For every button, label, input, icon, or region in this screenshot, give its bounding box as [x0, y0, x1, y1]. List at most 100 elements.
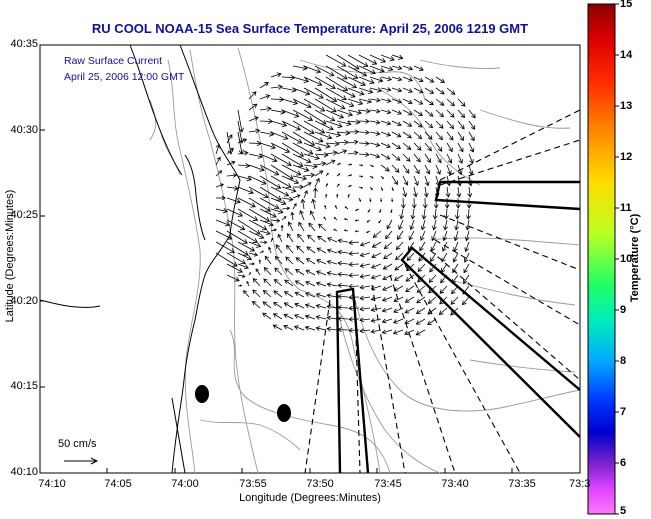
current-vector	[270, 86, 283, 89]
current-vector-head	[360, 175, 364, 178]
current-vector-head	[326, 134, 333, 140]
current-vector	[303, 87, 324, 99]
current-vector	[215, 230, 232, 240]
current-vector-head	[296, 194, 301, 198]
current-vector-head	[229, 248, 236, 254]
current-vector	[383, 263, 393, 270]
current-vector	[281, 142, 304, 157]
current-vector	[248, 230, 264, 239]
current-vector-head	[404, 298, 410, 303]
current-vector	[424, 120, 433, 128]
current-vector-head	[406, 145, 412, 150]
current-vector-head	[359, 241, 365, 247]
current-vector	[405, 285, 415, 292]
current-vector	[215, 144, 220, 155]
current-vector-head	[415, 309, 421, 314]
current-vector-head	[337, 260, 342, 266]
current-vector-head	[386, 224, 391, 230]
current-vector-head	[459, 136, 464, 141]
current-vector	[292, 142, 313, 155]
current-vector	[358, 98, 372, 103]
current-vector	[325, 109, 344, 119]
current-vector	[314, 131, 332, 139]
current-vector	[237, 175, 252, 180]
current-vector-head	[416, 298, 421, 304]
current-vector-head	[407, 133, 412, 139]
current-vector-head	[258, 259, 262, 262]
current-vector	[270, 175, 292, 188]
current-vector-head	[319, 106, 326, 112]
current-vector-head	[286, 183, 292, 188]
current-vector-head	[390, 210, 393, 214]
current-vector	[336, 87, 356, 98]
current-vector-head	[297, 138, 303, 144]
current-vector-head	[386, 109, 392, 115]
current-vector	[467, 208, 470, 220]
current-vector-head	[427, 299, 433, 304]
current-vector	[423, 208, 426, 219]
current-vector	[274, 267, 283, 276]
current-vector	[316, 282, 327, 287]
current-vector-head	[369, 199, 372, 203]
current-vector-head	[429, 267, 434, 273]
colorbar-tick-label: 10	[620, 253, 633, 265]
current-vector-head	[349, 163, 353, 166]
current-vector	[435, 142, 443, 152]
current-vector	[402, 98, 413, 104]
current-vector-head	[357, 100, 364, 106]
current-vector-head	[376, 87, 383, 93]
current-vector	[435, 186, 438, 197]
current-vector-head	[394, 168, 400, 173]
current-vector-head	[326, 248, 332, 254]
current-vector	[273, 324, 283, 331]
current-vector-head	[416, 157, 421, 163]
current-vector-head	[405, 277, 411, 282]
current-vector	[226, 131, 232, 155]
current-vector-head	[318, 93, 324, 99]
current-vector	[453, 252, 459, 263]
current-vector	[382, 285, 393, 291]
x-axis-label: Longitude (Degrees:Minutes)	[239, 492, 381, 504]
current-vector	[281, 197, 293, 201]
boundary-lines	[335, 180, 581, 474]
current-vector	[348, 274, 360, 276]
current-vector	[440, 274, 448, 284]
current-vector	[348, 252, 360, 255]
current-vector-head	[283, 291, 289, 296]
current-vector-head	[404, 168, 410, 174]
current-vector	[446, 98, 455, 107]
current-vector-head	[235, 198, 241, 204]
current-vector	[294, 325, 305, 331]
current-vector-head	[429, 89, 435, 94]
current-vector-head	[321, 119, 327, 125]
current-vector-head	[287, 221, 293, 227]
current-vector-head	[304, 90, 311, 96]
current-vector-head	[296, 245, 301, 251]
current-vector-head	[261, 225, 268, 231]
x-tick-label: 73:35	[508, 478, 536, 490]
current-vector-head	[349, 174, 353, 177]
current-vector	[369, 54, 386, 63]
current-vector	[417, 274, 426, 283]
current-vector	[435, 109, 444, 117]
current-vector-head	[216, 156, 221, 161]
current-vector	[226, 219, 245, 230]
current-vector	[358, 54, 377, 65]
current-vector-head	[283, 302, 289, 307]
current-vector-head	[248, 189, 254, 195]
current-vector-head	[243, 250, 249, 256]
current-vector	[394, 285, 404, 292]
current-vector	[446, 109, 455, 118]
current-vector	[439, 307, 448, 315]
current-vector-head	[325, 143, 331, 149]
current-vector	[419, 241, 426, 251]
current-vector	[382, 296, 393, 301]
current-vector	[452, 263, 459, 273]
current-vector	[369, 65, 385, 72]
current-vector	[369, 76, 383, 82]
x-tick-label: 74:05	[104, 478, 132, 490]
current-vector	[468, 142, 474, 153]
current-vector	[358, 87, 373, 93]
current-vector-head	[286, 206, 291, 211]
current-vector-head	[360, 81, 366, 86]
